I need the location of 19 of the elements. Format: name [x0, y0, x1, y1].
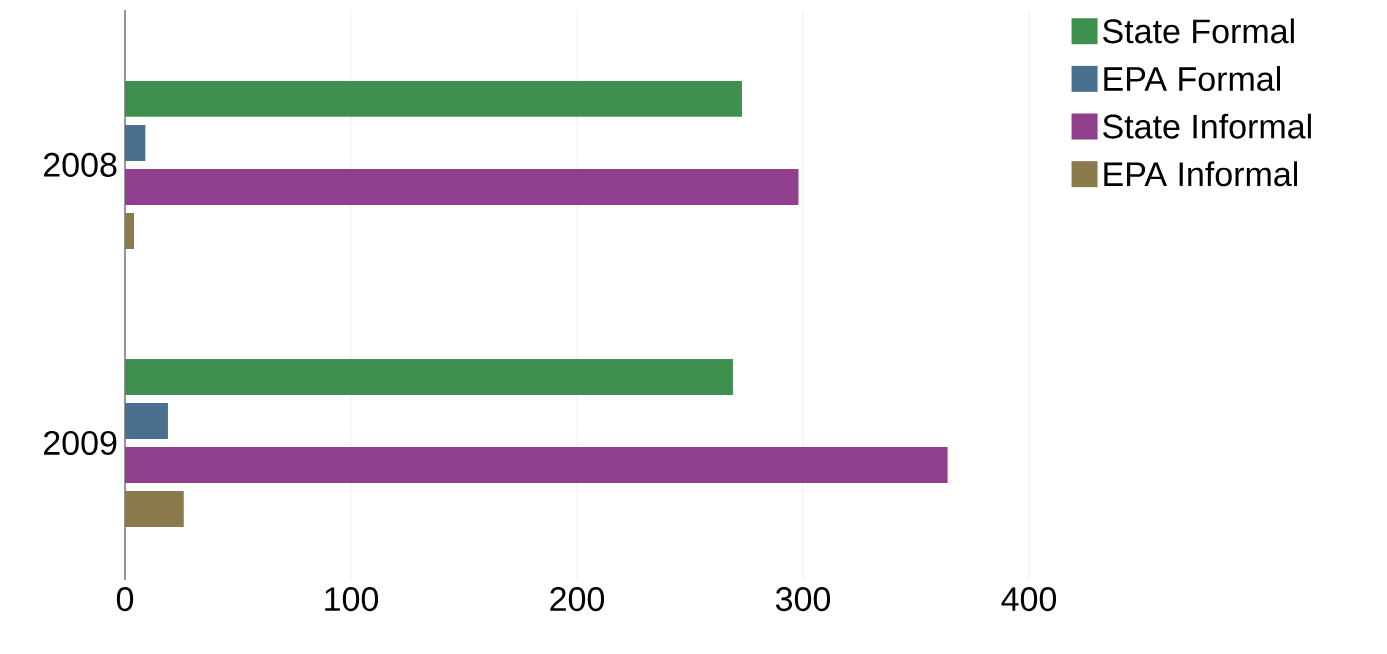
legend-label: EPA Informal	[1104, 161, 1298, 187]
bar	[125, 490, 184, 527]
legend-label: EPA Formal	[1104, 66, 1280, 92]
x-tick-label: 300	[775, 587, 831, 612]
bar	[125, 402, 168, 439]
bar	[125, 212, 135, 249]
bar	[125, 80, 742, 117]
x-tick-label: 200	[550, 587, 605, 612]
y-tick-label: 2008	[44, 152, 117, 177]
legend-label: State Informal	[1103, 113, 1311, 139]
bar	[125, 446, 948, 483]
x-tick-label: 0	[116, 587, 134, 612]
y-tick-label: 2009	[44, 430, 117, 455]
bar	[125, 358, 733, 395]
x-tick-label: 100	[325, 587, 379, 612]
bar	[125, 168, 799, 205]
legend-label: State Formal	[1103, 18, 1294, 44]
x-tick-label: 400	[1001, 587, 1057, 612]
bar	[125, 124, 146, 161]
